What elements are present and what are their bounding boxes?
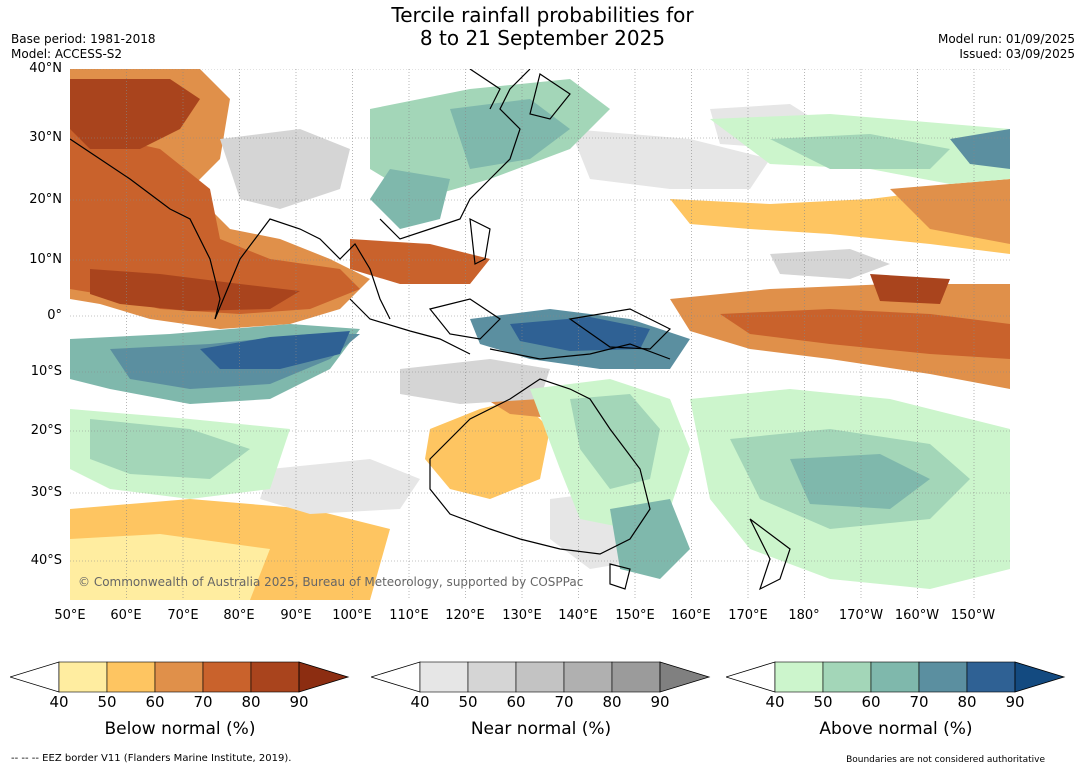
lon-label-70e: 70°E — [167, 608, 199, 623]
colorbar-below-tick: 50 — [97, 693, 117, 711]
colorbar-above-swatch — [870, 661, 920, 693]
colorbar-near-tick: 80 — [602, 693, 622, 711]
model-name: Model: ACCESS-S2 — [11, 47, 123, 61]
lon-label-100e: 100°E — [332, 608, 372, 623]
lat-label-20n: 20°N — [29, 192, 62, 207]
above-normal-regions — [70, 79, 1010, 589]
colorbar-below-swatch — [58, 661, 108, 693]
title-line-2: 8 to 21 September 2025 — [419, 26, 666, 50]
rainfall-probability-map: © Commonwealth of Australia 2025, Bureau… — [70, 69, 1010, 600]
meta-left: Base period: 1981-2018 Model: ACCESS-S2 — [11, 32, 156, 62]
colorbar-below — [10, 661, 350, 693]
colorbar-below-swatch — [202, 661, 252, 693]
lon-label-130e: 130°E — [502, 608, 542, 623]
colorbar-above-tick: 50 — [813, 693, 833, 711]
map-title: Tercile rainfall probabilities for 8 to … — [0, 4, 1085, 50]
colorbar-below-tick: 40 — [49, 693, 69, 711]
coastlines — [70, 69, 791, 591]
colorbar-above-max-arrow — [1014, 661, 1066, 693]
colorbar-near-min-arrow — [371, 661, 421, 693]
grid-lines — [70, 69, 1010, 600]
lat-label-30s: 30°S — [30, 485, 62, 500]
lon-label-80e: 80°E — [223, 608, 255, 623]
lon-label-90e: 90°E — [280, 608, 312, 623]
issued-date: Issued: 03/09/2025 — [959, 47, 1075, 61]
colorbar-above-swatch — [774, 661, 824, 693]
colorbar-below-swatch — [250, 661, 300, 693]
colorbar-below-min-arrow — [10, 661, 60, 693]
eez-border-note: -- -- -- EEZ border V11 (Flanders Marine… — [11, 753, 292, 764]
lon-label-50e: 50°E — [54, 608, 86, 623]
colorbar-near-tick: 90 — [650, 693, 670, 711]
lat-label-40s: 40°S — [30, 553, 62, 568]
colorbar-below-label: Below normal (%) — [104, 719, 256, 739]
colorbar-above-swatch — [918, 661, 968, 693]
colorbar-near-label: Near normal (%) — [470, 719, 612, 739]
colorbar-near — [371, 661, 711, 693]
lon-label-140e: 140°E — [558, 608, 598, 623]
title-line-1: Tercile rainfall probabilities for — [391, 3, 694, 27]
colorbar-below-swatch — [106, 661, 156, 693]
lon-label-180: 180° — [788, 608, 820, 623]
lon-label-150w: 150°W — [950, 608, 996, 623]
colorbar-below-tick: 90 — [289, 693, 309, 711]
lat-label-0: 0° — [47, 308, 62, 323]
colorbar-above-tick: 80 — [957, 693, 977, 711]
base-period: Base period: 1981-2018 — [11, 32, 156, 46]
map-copyright: © Commonwealth of Australia 2025, Bureau… — [78, 575, 583, 589]
lon-label-170e: 170°E — [728, 608, 768, 623]
lat-label-20s: 20°S — [30, 423, 62, 438]
lat-label-10n: 10°N — [29, 252, 62, 267]
colorbar-near-swatch — [467, 661, 517, 693]
colorbar-near-tick: 50 — [458, 693, 478, 711]
colorbar-below-swatch — [154, 661, 204, 693]
lon-label-110e: 110°E — [389, 608, 429, 623]
colorbar-above-label: Above normal (%) — [819, 719, 973, 739]
meta-right: Model run: 01/09/2025 Issued: 03/09/2025 — [938, 32, 1075, 62]
lon-label-170w: 170°W — [838, 608, 884, 623]
colorbar-above-swatch — [822, 661, 872, 693]
lat-label-10s: 10°S — [30, 364, 62, 379]
colorbar-below-max-arrow — [298, 661, 350, 693]
model-run: Model run: 01/09/2025 — [937, 32, 1075, 46]
colorbar-near-swatch — [563, 661, 613, 693]
colorbar-near-swatch — [419, 661, 469, 693]
colorbar-near-swatch — [611, 661, 661, 693]
lon-label-160e: 160°E — [671, 608, 711, 623]
colorbar-above — [726, 661, 1066, 693]
colorbar-below-tick: 80 — [241, 693, 261, 711]
lon-label-60e: 60°E — [110, 608, 142, 623]
colorbar-near-tick: 70 — [554, 693, 574, 711]
colorbar-near-max-arrow — [659, 661, 711, 693]
colorbar-near-tick: 60 — [506, 693, 526, 711]
colorbar-near-tick: 40 — [410, 693, 430, 711]
colorbar-above-tick: 40 — [765, 693, 785, 711]
colorbar-below-tick: 70 — [193, 693, 213, 711]
colorbar-above-tick: 70 — [909, 693, 929, 711]
lat-label-40n: 40°N — [29, 61, 62, 76]
colorbar-above-swatch — [966, 661, 1016, 693]
colorbar-near-swatch — [515, 661, 565, 693]
colorbar-above-min-arrow — [726, 661, 776, 693]
colorbar-below-tick: 60 — [145, 693, 165, 711]
colorbar-above-tick: 60 — [861, 693, 881, 711]
boundary-disclaimer: Boundaries are not considered authoritat… — [846, 755, 1045, 765]
lon-label-160w: 160°W — [894, 608, 940, 623]
lat-label-30n: 30°N — [29, 130, 62, 145]
lon-label-150e: 150°E — [615, 608, 655, 623]
colorbar-above-tick: 90 — [1005, 693, 1025, 711]
lon-label-120e: 120°E — [445, 608, 485, 623]
